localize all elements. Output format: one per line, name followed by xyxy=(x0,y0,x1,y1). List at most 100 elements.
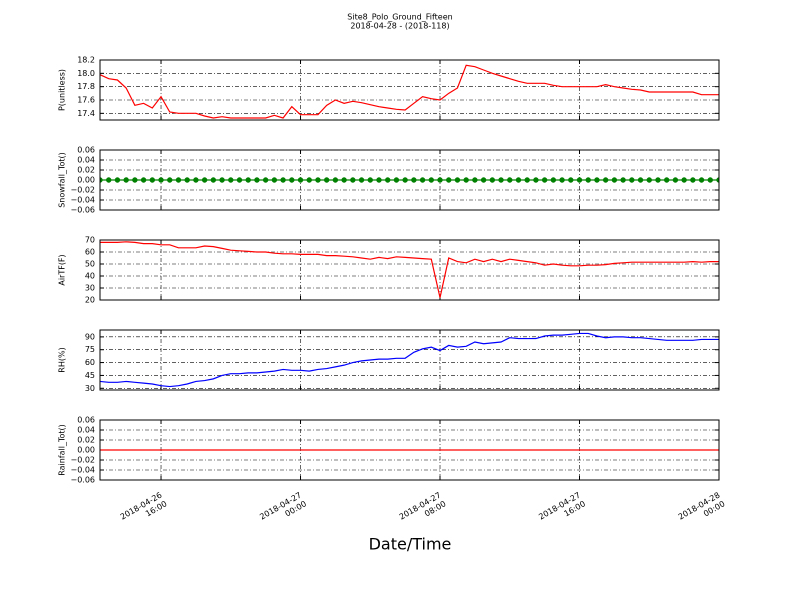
data-point xyxy=(393,177,400,183)
y-tick-label: 0.06 xyxy=(77,416,95,425)
y-tick-label: −0.04 xyxy=(70,466,95,475)
data-point xyxy=(690,177,696,183)
data-point xyxy=(184,177,190,183)
y-tick-label: 70 xyxy=(85,236,95,245)
data-line xyxy=(100,64,719,119)
y-tick-label: 17.6 xyxy=(77,96,95,105)
chart-subtitle: 2018-04-28 - (2018-118) xyxy=(350,22,449,31)
y-tick-label: 20 xyxy=(85,296,95,305)
data-point xyxy=(114,177,121,183)
data-point xyxy=(332,177,339,183)
data-point xyxy=(262,177,269,183)
y-tick-label: 0.02 xyxy=(77,166,95,175)
data-point xyxy=(175,177,182,183)
data-point xyxy=(524,177,530,183)
y-axis-label: AirTF(F) xyxy=(58,254,67,285)
data-point xyxy=(193,177,199,183)
y-axis-label: Snowfall_Tot() xyxy=(58,152,67,208)
y-tick-label: 17.4 xyxy=(77,109,95,118)
data-point xyxy=(550,177,557,183)
y-tick-label: 18.2 xyxy=(77,56,95,65)
data-line xyxy=(100,332,719,388)
data-point xyxy=(341,177,347,183)
y-tick-label: 0.00 xyxy=(77,176,95,185)
data-point xyxy=(681,177,687,183)
y-tick-label: 0.02 xyxy=(77,436,95,445)
y-tick-label: 45 xyxy=(85,371,95,380)
y-tick-label: 50 xyxy=(85,260,95,269)
y-tick-label: −0.06 xyxy=(70,476,95,485)
y-tick-label: −0.02 xyxy=(70,456,95,465)
plot-area xyxy=(100,64,719,119)
data-point xyxy=(568,177,574,183)
data-point xyxy=(646,177,652,183)
plot-area xyxy=(100,241,719,298)
data-point xyxy=(585,177,591,183)
data-point xyxy=(437,177,443,183)
data-point xyxy=(367,177,373,183)
data-point xyxy=(315,177,321,183)
data-point xyxy=(463,177,469,183)
data-point xyxy=(297,177,304,183)
y-tick-label: 60 xyxy=(85,248,95,257)
y-tick-label: 30 xyxy=(85,384,95,393)
data-point xyxy=(123,177,129,183)
data-point xyxy=(594,177,600,183)
data-point xyxy=(454,177,461,183)
y-tick-label: 90 xyxy=(85,332,95,341)
data-point xyxy=(620,177,626,183)
data-point xyxy=(672,177,679,183)
data-point xyxy=(480,177,487,183)
data-point xyxy=(602,177,609,183)
data-line xyxy=(100,241,719,298)
data-point xyxy=(323,177,330,183)
plot-frame xyxy=(99,59,720,121)
y-tick-label: 0.04 xyxy=(77,426,95,435)
data-point xyxy=(515,177,522,183)
plot-frame xyxy=(99,149,720,211)
data-point xyxy=(576,177,583,183)
plot-frame xyxy=(99,239,720,301)
data-point xyxy=(533,177,539,183)
y-tick-label: 0.00 xyxy=(77,446,95,455)
data-point xyxy=(419,177,426,183)
data-point xyxy=(158,177,164,183)
data-point xyxy=(498,177,504,183)
y-tick-label: −0.02 xyxy=(70,186,95,195)
data-point xyxy=(289,177,295,183)
data-point xyxy=(140,177,147,183)
chart-title: Site8_Polo_Ground_Fifteen xyxy=(347,13,452,22)
y-tick-label: 60 xyxy=(85,358,95,367)
data-point xyxy=(358,177,365,183)
data-point xyxy=(201,177,208,183)
data-point xyxy=(637,177,644,183)
data-point xyxy=(402,177,408,183)
data-point xyxy=(611,177,618,183)
data-point xyxy=(167,177,173,183)
data-point xyxy=(236,177,243,183)
data-point xyxy=(541,177,548,183)
y-tick-label: 18.0 xyxy=(77,69,95,78)
data-point xyxy=(663,177,670,183)
data-point xyxy=(228,177,234,183)
data-point xyxy=(210,177,217,183)
y-tick-label: 40 xyxy=(85,272,95,281)
y-tick-label: 17.8 xyxy=(77,82,95,91)
data-point xyxy=(707,177,713,183)
data-point xyxy=(376,177,382,183)
x-axis-label: Date/Time xyxy=(369,535,452,554)
y-tick-label: −0.06 xyxy=(70,206,95,215)
y-axis-label: Rainfall_Tot() xyxy=(58,424,67,476)
y-tick-label: −0.04 xyxy=(70,196,95,205)
data-point xyxy=(254,177,260,183)
y-tick-label: 30 xyxy=(85,284,95,293)
data-point xyxy=(655,177,661,183)
data-point xyxy=(271,177,278,183)
y-axis-label: RH(%) xyxy=(58,347,67,372)
y-tick-label: 0.06 xyxy=(77,146,95,155)
data-point xyxy=(489,177,496,183)
data-point xyxy=(698,177,705,183)
data-point xyxy=(245,177,251,183)
data-point xyxy=(306,177,312,183)
